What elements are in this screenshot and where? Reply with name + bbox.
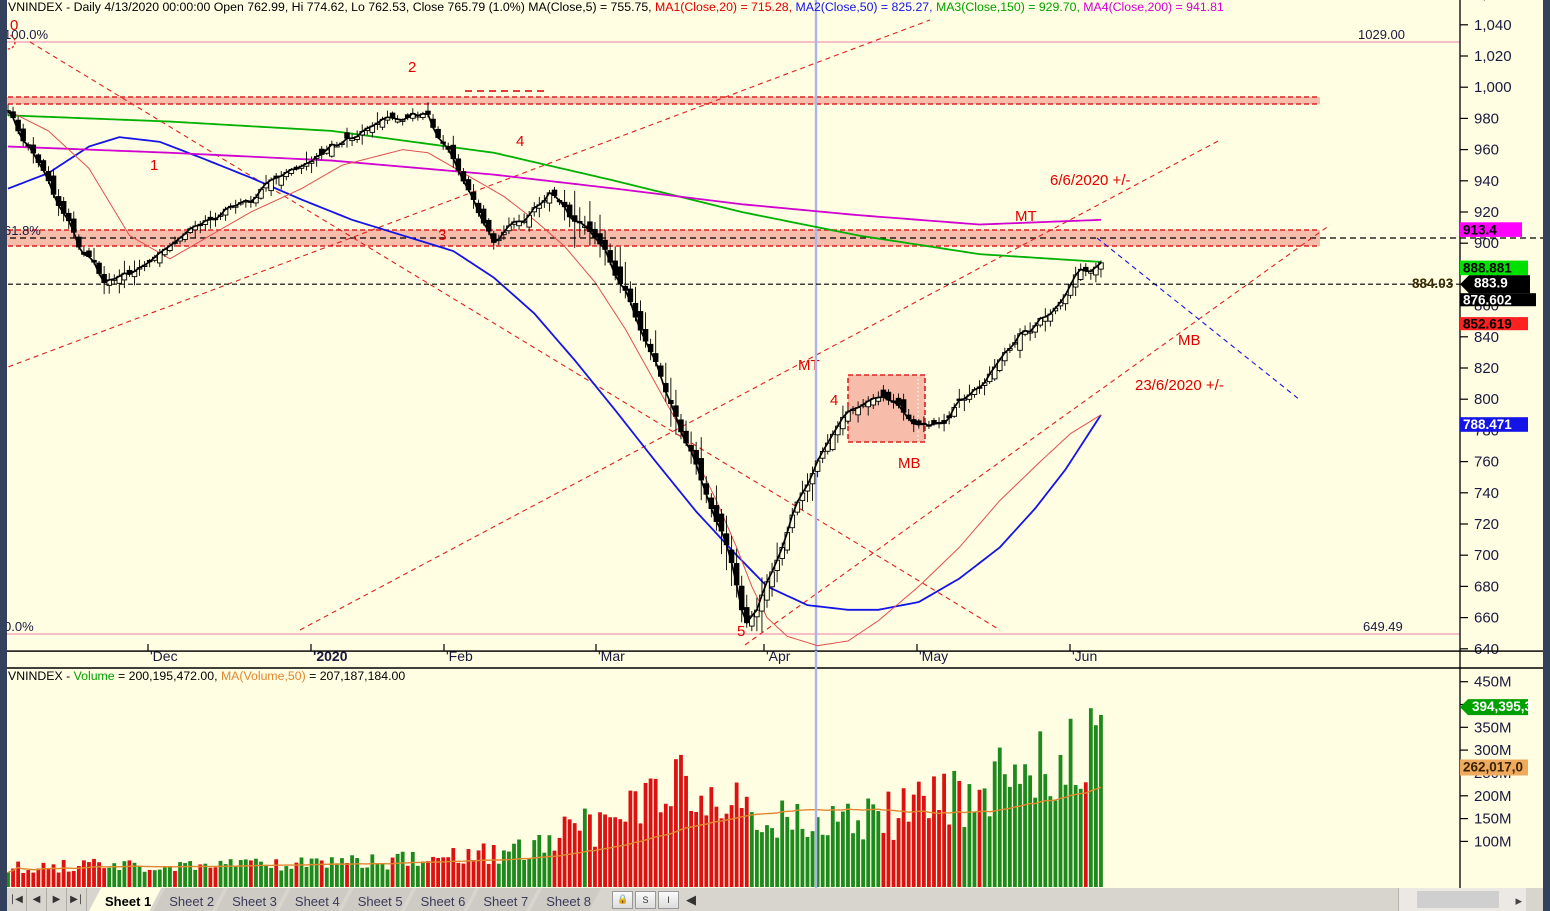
svg-text:649.49: 649.49 <box>1363 619 1403 634</box>
svg-text:1,000: 1,000 <box>1474 79 1512 96</box>
svg-text:1029.00: 1029.00 <box>1358 27 1405 42</box>
svg-text:1: 1 <box>150 157 158 174</box>
svg-text:2: 2 <box>408 59 416 76</box>
svg-text:262,017,0: 262,017,0 <box>1463 760 1523 775</box>
svg-text:300M: 300M <box>1474 742 1512 759</box>
svg-text:913.4: 913.4 <box>1463 222 1497 237</box>
svg-text:MT: MT <box>1015 208 1037 225</box>
svg-text:0.0%: 0.0% <box>4 619 34 634</box>
svg-text:960: 960 <box>1474 142 1499 159</box>
svg-text:788.471: 788.471 <box>1463 417 1512 432</box>
svg-text:6/6/2020 +/-: 6/6/2020 +/- <box>1050 172 1130 189</box>
svg-text:4: 4 <box>516 133 524 150</box>
svg-text:888.881: 888.881 <box>1463 261 1512 276</box>
svg-text:394,395,3: 394,395,3 <box>1472 699 1533 714</box>
svg-text:740: 740 <box>1474 485 1499 502</box>
svg-text:MB: MB <box>898 455 921 472</box>
svg-text:700: 700 <box>1474 547 1499 564</box>
svg-text:980: 980 <box>1474 110 1499 127</box>
svg-text:1,020: 1,020 <box>1474 48 1512 65</box>
svg-text:852.619: 852.619 <box>1463 317 1512 332</box>
svg-text:660: 660 <box>1474 610 1499 627</box>
svg-text:450M: 450M <box>1474 674 1512 691</box>
svg-text:0: 0 <box>10 17 18 34</box>
svg-text:876.602: 876.602 <box>1463 293 1512 308</box>
svg-text:100M: 100M <box>1474 833 1512 850</box>
svg-text:760: 760 <box>1474 454 1499 471</box>
svg-text:MB: MB <box>1178 332 1201 349</box>
svg-text:800: 800 <box>1474 391 1499 408</box>
svg-text:680: 680 <box>1474 578 1499 595</box>
svg-text:23/6/2020 +/-: 23/6/2020 +/- <box>1135 377 1224 394</box>
svg-text:884.03: 884.03 <box>1412 276 1454 291</box>
svg-text:820: 820 <box>1474 360 1499 377</box>
svg-text:5: 5 <box>737 623 745 640</box>
svg-text:350M: 350M <box>1474 719 1512 736</box>
svg-text:720: 720 <box>1474 516 1499 533</box>
svg-text:940: 940 <box>1474 173 1499 190</box>
svg-text:1,060: 1,060 <box>1474 0 1512 3</box>
svg-text:61.8%: 61.8% <box>4 223 41 238</box>
svg-text:4: 4 <box>830 392 838 409</box>
svg-text:150M: 150M <box>1474 811 1512 828</box>
svg-text:900: 900 <box>1474 235 1499 252</box>
svg-text:1,040: 1,040 <box>1474 17 1512 34</box>
svg-text:3: 3 <box>438 227 446 244</box>
svg-text:920: 920 <box>1474 204 1499 221</box>
svg-text:883.9: 883.9 <box>1474 276 1508 291</box>
svg-text:200M: 200M <box>1474 788 1512 805</box>
